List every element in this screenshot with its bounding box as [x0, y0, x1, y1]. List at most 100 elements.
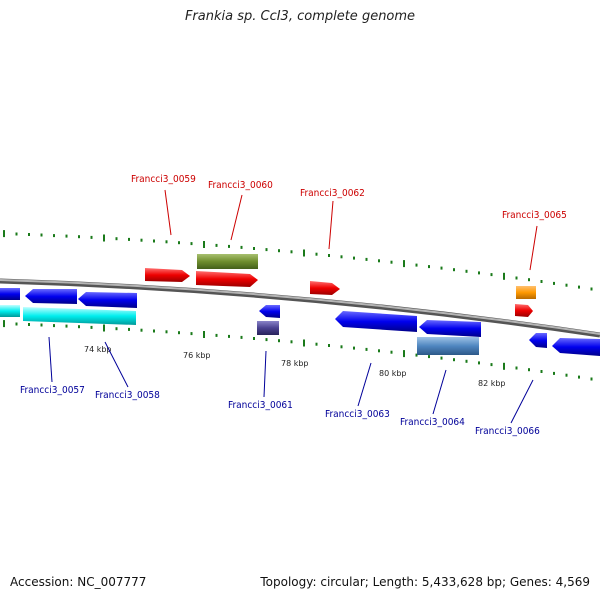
- callout-line-0066: [511, 380, 533, 423]
- gene-francci3-0065-domain[interactable]: [516, 286, 536, 299]
- gene-label-francci3-0061[interactable]: Francci3_0061: [228, 400, 293, 411]
- reverse-minor-tick: [153, 330, 155, 333]
- forward-minor-tick: [78, 235, 80, 238]
- reverse-minor-tick: [453, 358, 455, 361]
- forward-minor-tick: [228, 245, 230, 248]
- forward-minor-tick: [178, 241, 180, 244]
- forward-minor-tick: [153, 240, 155, 243]
- forward-minor-tick: [116, 237, 118, 240]
- scale-label-82kbp: 82 kbp: [478, 379, 506, 388]
- reverse-minor-tick: [28, 323, 30, 326]
- gene-francci3-0067[interactable]: [552, 338, 600, 356]
- reverse-minor-tick: [253, 337, 255, 340]
- reverse-minor-tick: [166, 330, 168, 333]
- reverse-minor-tick: [78, 325, 80, 328]
- gene-francci3-0057[interactable]: [25, 289, 77, 304]
- reverse-minor-tick: [328, 344, 330, 347]
- reverse-minor-tick: [391, 351, 393, 354]
- gene-label-francci3-0062[interactable]: Francci3_0062: [300, 188, 365, 199]
- forward-minor-tick: [141, 239, 143, 242]
- reverse-minor-tick: [278, 339, 280, 342]
- gene-francci3-0066[interactable]: [529, 333, 547, 348]
- reverse-minor-tick: [116, 327, 118, 330]
- forward-major-tick: [103, 235, 105, 242]
- gene-francci3-0061[interactable]: [259, 305, 280, 318]
- forward-minor-tick: [28, 233, 30, 236]
- reverse-minor-tick: [541, 370, 543, 373]
- reverse-major-tick: [3, 320, 5, 327]
- gene-label-francci3-0057[interactable]: Francci3_0057: [20, 385, 85, 396]
- reverse-minor-tick: [53, 324, 55, 327]
- reverse-minor-tick: [16, 323, 18, 326]
- scale-label-78kbp: 78 kbp: [281, 359, 309, 368]
- gene-label-francci3-0058[interactable]: Francci3_0058: [95, 390, 160, 401]
- gene-francci3-0060-domain[interactable]: [197, 254, 258, 269]
- forward-minor-tick: [353, 257, 355, 260]
- gene-label-francci3-0065[interactable]: Francci3_0065: [502, 210, 567, 221]
- reverse-minor-tick: [428, 355, 430, 358]
- gene-francci3-0064-domain[interactable]: [417, 337, 479, 355]
- callout-line-0062: [329, 201, 333, 249]
- reverse-minor-tick: [591, 378, 593, 381]
- reverse-minor-tick: [41, 324, 43, 327]
- reverse-minor-tick: [341, 345, 343, 348]
- gene-francci3-0057-domain[interactable]: [0, 305, 20, 317]
- forward-minor-tick: [191, 242, 193, 245]
- reverse-minor-tick: [466, 360, 468, 363]
- reverse-minor-tick: [353, 347, 355, 350]
- reverse-major-tick: [503, 363, 505, 370]
- reverse-minor-tick: [241, 336, 243, 339]
- gene-francci3-0062[interactable]: [310, 281, 340, 295]
- forward-minor-tick: [491, 273, 493, 276]
- reverse-minor-tick: [216, 334, 218, 337]
- accession-label: Accession: NC_007777: [10, 575, 146, 589]
- reverse-minor-tick: [378, 349, 380, 352]
- reverse-minor-tick: [566, 374, 568, 377]
- gene-label-francci3-0064[interactable]: Francci3_0064: [400, 417, 465, 428]
- forward-minor-tick: [553, 282, 555, 285]
- forward-minor-tick: [541, 280, 543, 283]
- forward-minor-tick: [578, 286, 580, 289]
- gene-francci3-0064[interactable]: [419, 320, 481, 337]
- callout-line-0060: [231, 195, 242, 240]
- reverse-minor-tick: [178, 331, 180, 334]
- reverse-minor-tick: [91, 326, 93, 329]
- gene-francci3-0056[interactable]: [0, 288, 20, 300]
- forward-minor-tick: [516, 277, 518, 280]
- callout-line-0057: [49, 337, 52, 382]
- reverse-minor-tick: [553, 372, 555, 375]
- gene-label-francci3-0059[interactable]: Francci3_0059: [131, 174, 196, 185]
- gene-francci3-0061-domain[interactable]: [257, 321, 279, 335]
- forward-major-tick: [3, 230, 5, 237]
- forward-minor-tick: [441, 267, 443, 270]
- gene-francci3-0059[interactable]: [145, 268, 190, 282]
- reverse-major-tick: [103, 325, 105, 332]
- forward-major-tick: [203, 241, 205, 248]
- forward-minor-tick: [166, 240, 168, 243]
- gene-francci3-0058[interactable]: [78, 292, 137, 308]
- reverse-minor-tick: [578, 376, 580, 379]
- forward-minor-tick: [466, 270, 468, 273]
- gene-francci3-0063[interactable]: [335, 311, 417, 332]
- gene-label-francci3-0066[interactable]: Francci3_0066: [475, 426, 540, 437]
- forward-minor-tick: [528, 278, 530, 281]
- forward-minor-tick: [428, 265, 430, 268]
- callout-line-0063: [358, 363, 371, 406]
- reverse-major-tick: [403, 350, 405, 357]
- forward-minor-tick: [253, 247, 255, 250]
- reverse-minor-tick: [366, 348, 368, 351]
- gene-francci3-0065[interactable]: [515, 304, 533, 317]
- reverse-minor-tick: [191, 332, 193, 335]
- gene-label-francci3-0060[interactable]: Francci3_0060: [208, 180, 273, 191]
- reverse-minor-tick: [66, 325, 68, 328]
- gene-francci3-0060[interactable]: [196, 271, 258, 287]
- genome-backbone: [0, 281, 600, 335]
- forward-minor-tick: [128, 238, 130, 241]
- forward-minor-tick: [478, 271, 480, 274]
- reverse-major-tick: [303, 340, 305, 347]
- gene-francci3-0058-domain[interactable]: [23, 307, 136, 325]
- forward-minor-tick: [378, 259, 380, 262]
- reverse-minor-tick: [316, 343, 318, 346]
- gene-label-francci3-0063[interactable]: Francci3_0063: [325, 409, 390, 420]
